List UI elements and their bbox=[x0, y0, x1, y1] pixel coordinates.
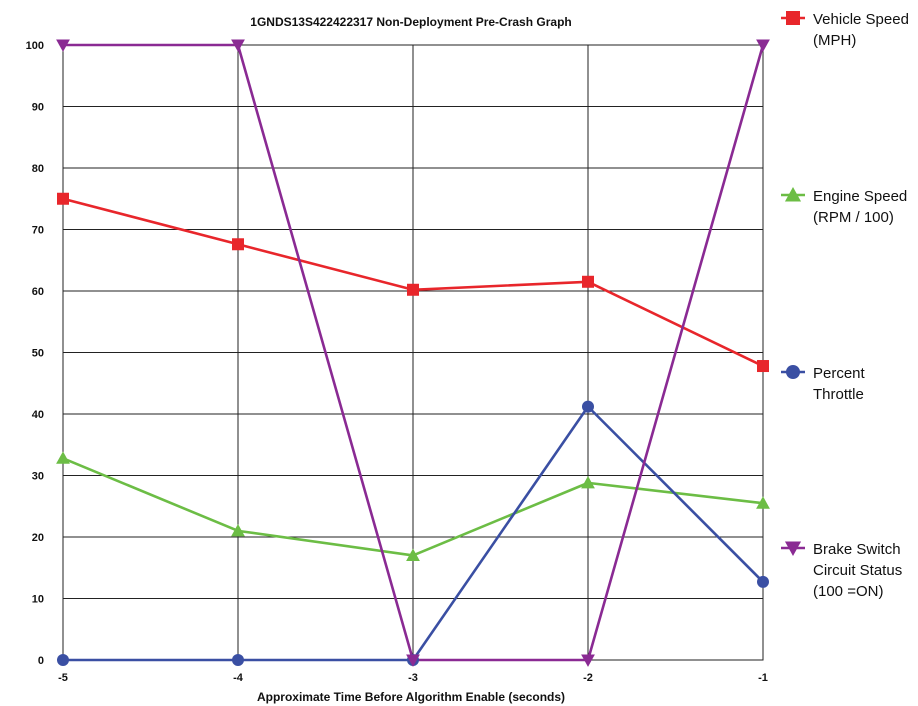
vehicle-speed-mph-point bbox=[757, 360, 769, 373]
y-tick-label: 70 bbox=[32, 225, 44, 237]
brake-switch-circuit-status-100-on-point bbox=[231, 39, 245, 52]
legend-label: (100 =ON) bbox=[813, 583, 883, 600]
legend-label: Throttle bbox=[813, 386, 864, 403]
legend: Vehicle Speed (MPH) Engine Speed (RPM / 100… bbox=[781, 11, 909, 600]
brake-switch-circuit-status-100-on-point bbox=[581, 654, 595, 667]
percent-throttle-point bbox=[57, 654, 69, 666]
brake-switch-circuit-status-100-on-point bbox=[406, 654, 420, 667]
legend-label: Circuit Status bbox=[813, 562, 902, 579]
legend-swatch-marker bbox=[784, 541, 802, 557]
engine-speed-rpm-100-point bbox=[406, 548, 420, 561]
legend-label: Percent bbox=[813, 365, 866, 382]
engine-speed-rpm-100-point bbox=[231, 523, 245, 537]
x-tick-label: -3 bbox=[408, 672, 418, 684]
y-tick-label: 80 bbox=[32, 163, 44, 175]
gridlines bbox=[62, 44, 764, 661]
x-axis-label: Approximate Time Before Algorithm Enable… bbox=[257, 690, 565, 704]
y-tick-label: 90 bbox=[32, 102, 44, 114]
legend-label: (RPM / 100) bbox=[813, 209, 894, 226]
tick-labels: 0 10 20 30 40 50 60 70 80 90 100 -5 -4 -3 -2 -1 bbox=[26, 40, 768, 684]
legend-swatch-marker bbox=[786, 365, 800, 379]
y-tick-label: 20 bbox=[32, 532, 44, 544]
percent-throttle-point bbox=[757, 575, 769, 588]
y-tick-label: 60 bbox=[32, 286, 44, 298]
legend-label: Vehicle Speed bbox=[813, 11, 909, 28]
y-tick-label: 50 bbox=[32, 348, 44, 360]
y-tick-label: 10 bbox=[32, 594, 44, 606]
vehicle-speed-mph-point bbox=[57, 192, 69, 205]
percent-throttle-point bbox=[582, 400, 594, 413]
legend-entry-percent-throttle: Percent Throttle bbox=[781, 365, 866, 403]
legend-label: Brake Switch bbox=[813, 541, 901, 558]
legend-entry-engine-speed-rpm-100: Engine Speed (RPM / 100) bbox=[781, 186, 907, 226]
vehicle-speed-mph-point bbox=[407, 283, 419, 296]
legend-swatch-marker bbox=[784, 186, 802, 202]
brake-switch-circuit-status-100-on-point bbox=[756, 39, 770, 52]
engine-speed-rpm-100-point bbox=[756, 496, 770, 509]
vehicle-speed-mph-point bbox=[582, 275, 594, 288]
series-markers bbox=[56, 39, 770, 667]
y-tick-label: 40 bbox=[32, 409, 44, 421]
y-tick-label: 30 bbox=[32, 471, 44, 483]
y-tick-label: 100 bbox=[26, 40, 44, 52]
brake-switch-circuit-status-100-on-point bbox=[56, 39, 70, 52]
y-tick-label: 0 bbox=[38, 655, 44, 667]
legend-label: (MPH) bbox=[813, 32, 856, 49]
x-tick-label: -5 bbox=[58, 672, 68, 684]
percent-throttle-point bbox=[232, 654, 244, 666]
legend-entry-brake-switch-circuit-status-100-on: Brake Switch Circuit Status (100 =ON) bbox=[781, 541, 902, 600]
engine-speed-rpm-100-point bbox=[581, 475, 595, 489]
legend-swatch-marker bbox=[786, 11, 800, 25]
x-tick-label: -2 bbox=[583, 672, 593, 684]
x-tick-label: -1 bbox=[758, 672, 768, 684]
legend-entry-vehicle-speed-mph: Vehicle Speed (MPH) bbox=[781, 11, 909, 49]
vehicle-speed-mph-point bbox=[232, 238, 244, 251]
chart-title: 1GNDS13S422422317 Non-Deployment Pre-Cra… bbox=[250, 15, 571, 29]
engine-speed-rpm-100-point bbox=[56, 451, 70, 464]
x-tick-label: -4 bbox=[233, 672, 244, 684]
legend-label: Engine Speed bbox=[813, 188, 907, 205]
